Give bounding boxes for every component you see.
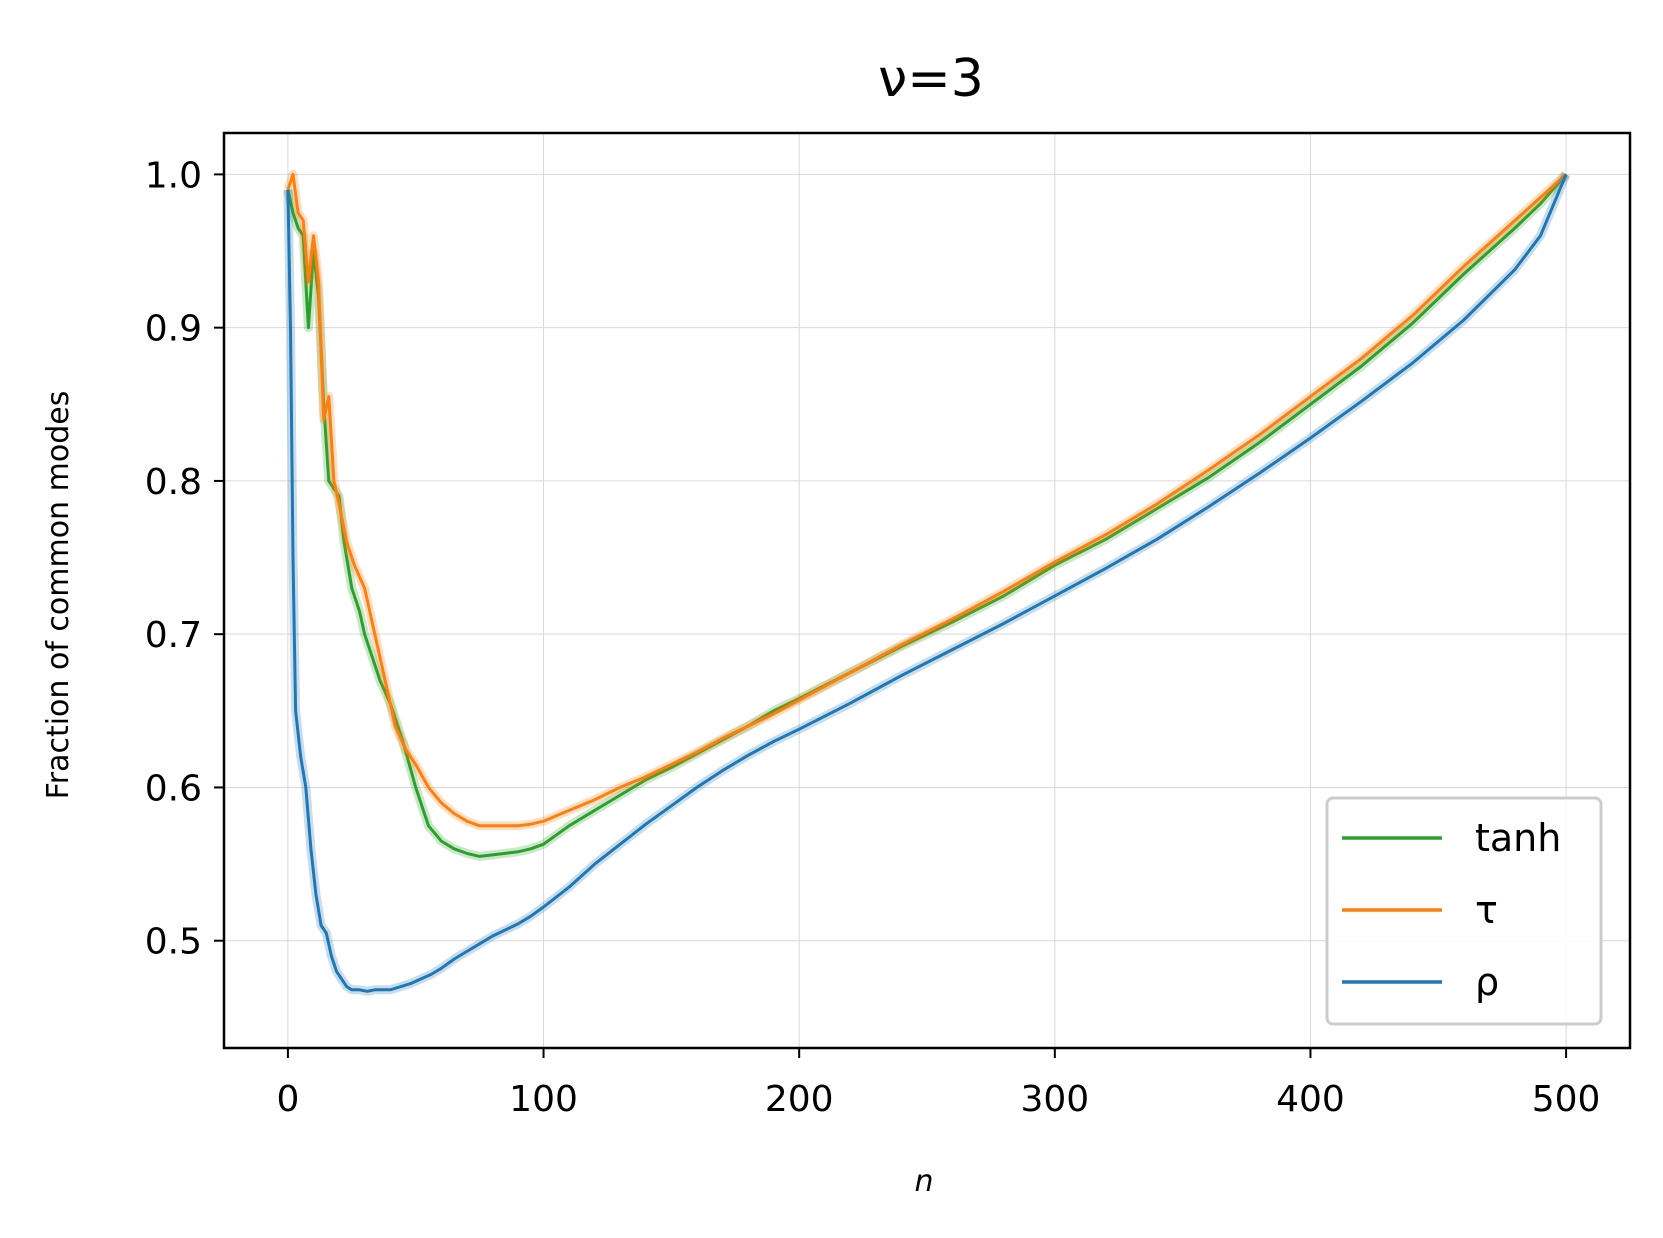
y-tick-label: 0.9 [145,309,202,350]
legend: tanh τρ [1325,796,1603,1026]
legend-label: τ [1475,888,1498,932]
plot-frame [222,131,1632,1050]
series-band-τ [283,169,1570,831]
legend-label: tanh [1475,816,1561,860]
x-tick-label: 0 [276,1079,299,1120]
x-tick-label: 300 [1020,1079,1089,1120]
series-line-τ [286,172,1568,828]
x-tick-label: 400 [1276,1079,1345,1120]
chart-title: ν=3 [878,49,984,109]
x-axis-label: n [914,1164,933,1199]
x-tick-label: 100 [509,1079,578,1120]
y-tick-label: 0.5 [145,922,202,963]
y-axis-label: Fraction of common modes [41,391,76,800]
legend-label: ρ [1475,960,1499,1004]
series-band-tanh [283,171,1570,861]
axis-ticks: 0 100 200 300 400 500 0.5 0.6 0.7 0.8 0.9 1.0 [145,155,1601,1120]
y-tick-label: 0.7 [145,615,202,656]
legend-frame [1325,796,1603,1026]
y-tick-label: 0.6 [145,768,202,809]
series-line-tanh [286,173,1568,858]
x-tick-label: 500 [1532,1079,1601,1120]
x-tick-label: 200 [765,1079,834,1120]
series-line-ρ [286,173,1568,993]
y-tick-label: 1.0 [145,155,202,196]
y-tick-label: 0.8 [145,462,202,503]
series-layer [283,169,1571,996]
